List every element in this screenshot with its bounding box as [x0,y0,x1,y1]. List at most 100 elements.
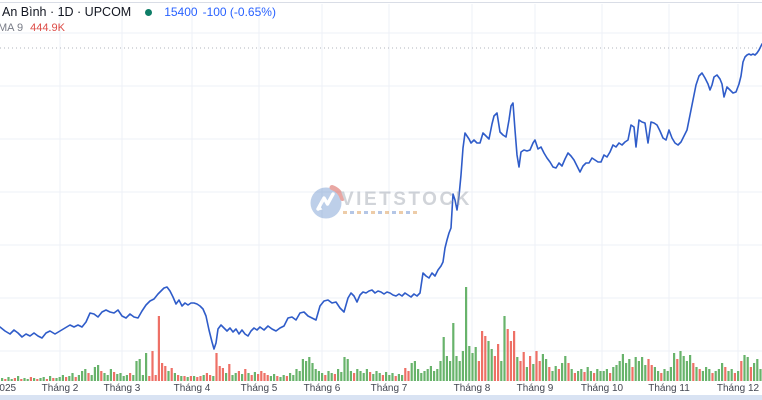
volume-bar [570,369,573,381]
volume-bar [317,371,320,381]
volume-bar [87,373,90,381]
volume-bar [359,371,362,381]
volume-bar [410,363,413,381]
volume-bar [253,372,256,381]
volume-bar [420,373,423,381]
volume-bar [257,374,260,381]
volume-bar [52,378,55,381]
time-axis[interactable]: 2025 Tháng 2 Tháng 3 Tháng 4 Tháng 5 Tháng 6 T… [0,383,762,397]
volume-bar [593,373,596,381]
volume-bar [100,371,103,381]
volume-bar [541,354,544,381]
volume-bar [621,354,624,381]
price-change: -100 (-0.65%) [202,5,276,19]
volume-bar [529,356,532,381]
volume-bar [484,336,487,381]
price-line [0,43,762,350]
volume-bar [45,379,48,381]
volume-bar [733,373,736,381]
volume-bar [452,323,455,381]
volume-bar [407,371,410,381]
volume-bar [538,361,541,381]
volume-bar [234,373,237,381]
x-axis-label: Tháng 3 [103,383,141,394]
volume-bar [545,359,548,381]
volume-bar [525,367,528,381]
volume-bar [532,364,535,381]
volume-bar [330,373,333,381]
volume-bar [647,359,650,381]
volume-bar [737,371,740,381]
volume-bar [561,363,564,381]
volume-bar [74,377,77,381]
volume-bar [93,367,96,381]
volume-bar [327,371,330,381]
volume-bar [119,373,122,381]
volume-bar [554,366,557,381]
volume-bar [634,357,637,381]
volume-bar [199,376,202,381]
volume-bar [602,371,605,381]
last-price: 15400 [164,5,198,19]
volume-bar [244,369,247,381]
volume-bar [455,356,458,381]
volume-bar [225,373,228,381]
volume-bar [180,376,183,381]
volume-bar [7,377,10,381]
volume-bar [13,378,16,381]
volume-bar [689,355,692,381]
volume-bar [609,373,612,381]
volume-bar [573,373,576,381]
volume-bar [68,376,71,381]
volume-bar [49,376,52,381]
volume-bar [161,363,164,381]
volume-bar [679,351,682,381]
volume-bar [685,361,688,381]
volume-bar [708,369,711,381]
volume-bar [260,371,263,381]
volume-bar [516,357,519,381]
volume-bar [4,379,7,381]
volume-bar [746,357,749,381]
volume-bar [497,344,500,381]
volume-bar [567,363,570,381]
x-axis-label: Tháng 11 [648,383,690,394]
volume-bar [378,373,381,381]
volume-bar [81,371,84,381]
volume-bar [289,373,292,381]
volume-bar [122,376,125,381]
x-axis-label: Tháng 2 [41,383,79,394]
volume-bar [641,357,644,381]
volume-bar [138,359,141,381]
volume-bar [324,375,327,381]
volume-bar [401,375,404,381]
volume-bar [506,329,509,381]
volume-bar [375,371,378,381]
volume-bar [433,371,436,381]
volume-bar [727,371,730,381]
volume-bar [305,361,308,381]
volume-bar [263,373,266,381]
volume-bar [698,369,701,381]
volume-bar [170,368,173,381]
volume-bar [202,375,205,381]
volume-bar [58,377,61,381]
volume-bar [177,375,180,381]
volume-bar [490,349,493,381]
panel-top-border [0,2,762,3]
volume-bar [228,364,231,381]
volume-bar [663,369,666,381]
ma-indicator-row[interactable]: MA 9 444.9K [0,22,65,34]
volume-bar [548,367,551,381]
volume-bar [426,369,429,381]
ma-value: 444.9K [30,22,65,34]
volume-bar [237,371,240,381]
volume-bar [215,353,218,381]
volume-bar [340,372,343,381]
volume-bar [676,359,679,381]
volume-bar [308,357,311,381]
volume-bar [231,375,234,381]
volume-bar [615,365,618,381]
symbol-title[interactable]: An Bình · 1D · UPCOM [2,5,132,19]
